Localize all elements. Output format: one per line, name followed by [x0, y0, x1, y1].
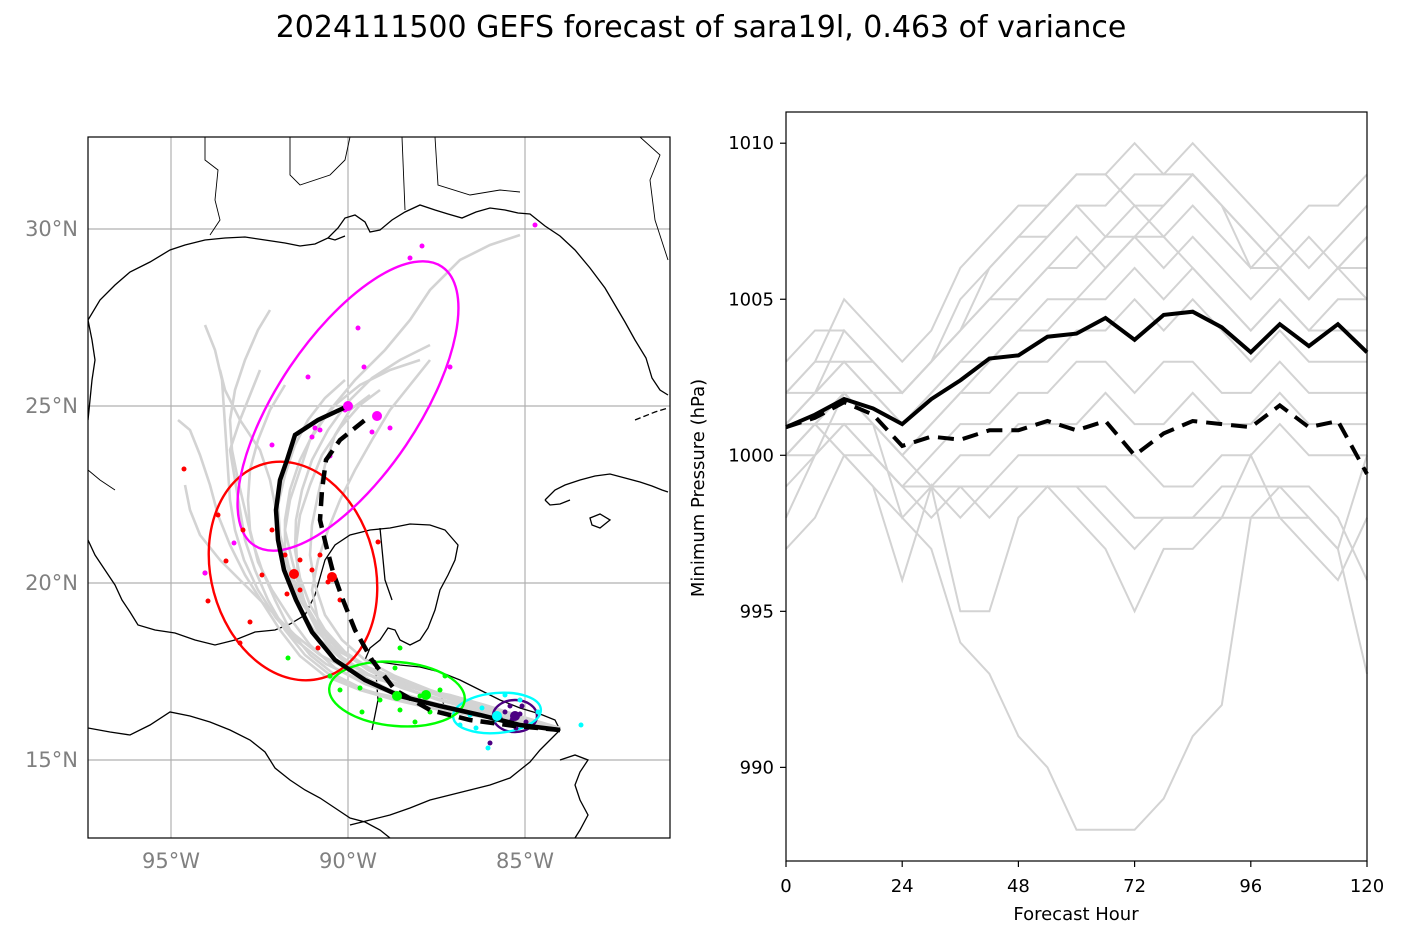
chart-frame	[785, 111, 1368, 862]
x-tick-label: 72	[1123, 876, 1146, 897]
ellipse-day3	[328, 660, 466, 728]
y-tick-label: 995	[740, 601, 774, 622]
lat-label: 15°N	[25, 748, 78, 772]
y-tick-label: 1010	[728, 133, 774, 154]
mean-pressure-line	[785, 309, 1369, 430]
lon-label: 95°W	[142, 849, 200, 873]
y-tick-label: 1005	[728, 289, 774, 310]
x-tick-label: 0	[780, 876, 791, 897]
map-frame	[87, 136, 671, 839]
y-axis-label: Minimum Pressure (hPa)	[688, 379, 709, 597]
lon-label: 85°W	[496, 849, 554, 873]
lat-label: 20°N	[25, 571, 78, 595]
track-map: 95°W 90°W 85°W 30°N 25°N 20°N 15°N	[25, 136, 671, 873]
ensemble-pressure-line	[785, 141, 1368, 425]
x-tick-label: 120	[1350, 876, 1384, 897]
x-ticks: 0 24 48 72 96 120	[780, 861, 1384, 897]
ensemble-pressure-line	[785, 422, 1368, 831]
lat-label: 25°N	[25, 394, 78, 418]
figure-title: 2024111500 GEFS forecast of sara19l, 0.4…	[275, 10, 1127, 45]
y-tick-label: 1000	[728, 445, 774, 466]
map-tick-labels: 95°W 90°W 85°W 30°N 25°N 20°N 15°N	[25, 217, 554, 873]
series-layer	[785, 141, 1369, 831]
ellipse-day5	[236, 260, 460, 552]
y-ticks: 990 995 1000 1005 1010	[728, 133, 786, 778]
ensemble-pressure-line	[786, 422, 1367, 520]
x-tick-label: 96	[1239, 876, 1262, 897]
map-gridlines	[88, 137, 670, 838]
map-background	[88, 137, 670, 838]
x-tick-label: 48	[1007, 876, 1030, 897]
mean-daily-positions	[289, 401, 520, 721]
ellipse-day4	[207, 460, 379, 682]
lat-label: 30°N	[25, 217, 78, 241]
x-axis-label: Forecast Hour	[1013, 904, 1139, 925]
y-tick-label: 990	[740, 757, 774, 778]
ensemble-pressure-line	[786, 423, 1368, 675]
lon-label: 90°W	[319, 849, 377, 873]
control-pressure-line	[785, 399, 1369, 475]
control-track	[317, 418, 561, 733]
x-tick-label: 24	[891, 876, 914, 897]
ensemble-position-dots	[181, 222, 584, 751]
mean-track	[273, 403, 561, 733]
borders	[88, 137, 669, 491]
pressure-chart: 0 24 48 72 96 120 990 995 1000 1005 1010 Forecast…	[688, 111, 1384, 925]
uncertainty-ellipses	[207, 260, 543, 735]
